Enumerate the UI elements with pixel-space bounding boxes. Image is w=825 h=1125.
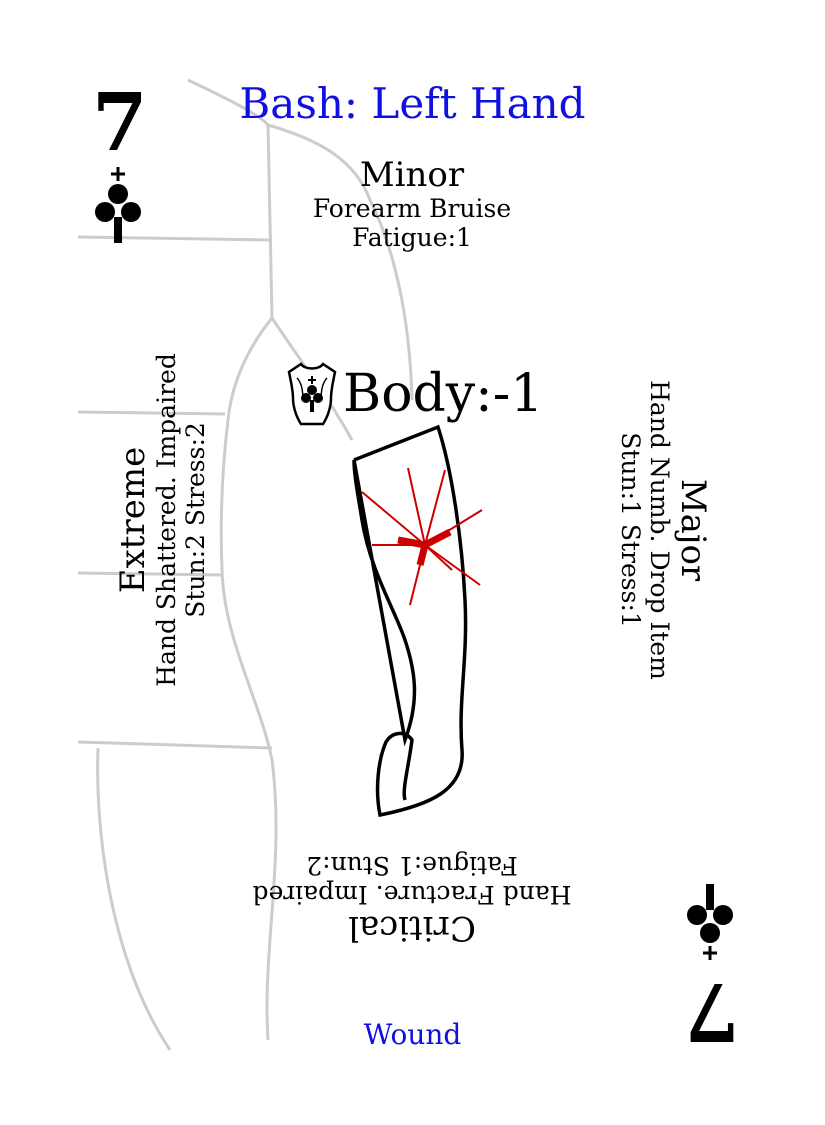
- severity-stats: Stun:1 Stress:1: [616, 432, 645, 628]
- severity-label: Major: [673, 478, 713, 582]
- severity-stats: Fatigue:1 Stun:2: [306, 851, 518, 880]
- severity-critical: Critical Hand Fracture. Impaired Fatigue…: [212, 851, 612, 948]
- fracture-core: [397, 528, 452, 566]
- body-modifier-text: Body:-1: [343, 364, 544, 424]
- severity-major: Major Hand Numb. Drop Item Stun:1 Stress…: [612, 350, 713, 710]
- club-icon: [95, 167, 141, 243]
- forearm-outline: [352, 424, 468, 818]
- fracture-icon: [361, 467, 483, 606]
- severity-effect: Hand Numb. Drop Item: [645, 380, 674, 680]
- body-modifier: Body:-1: [283, 360, 543, 428]
- torso-club-icon: [287, 362, 337, 426]
- severity-effect: Hand Shattered. Impaired: [152, 353, 181, 687]
- severity-effect: Forearm Bruise: [312, 194, 512, 223]
- severity-label: Critical: [348, 908, 476, 948]
- severity-label: Minor: [359, 155, 465, 195]
- severity-extreme: Extreme Hand Shattered. Impaired Stun:2 …: [113, 340, 214, 700]
- rank-top-left: 7: [92, 75, 148, 169]
- severity-minor: Minor Forearm Bruise Fatigue:1: [212, 156, 612, 252]
- severity-effect: Hand Fracture. Impaired: [252, 880, 572, 909]
- severity-stats: Stun:2 Stress:2: [181, 422, 210, 618]
- card-title: Bash: Left Hand: [239, 79, 586, 128]
- severity-stats: Fatigue:1: [352, 223, 472, 252]
- club-icon: [687, 884, 733, 960]
- card-type-label: Wound: [363, 1018, 462, 1051]
- severity-label: Extreme: [113, 446, 153, 594]
